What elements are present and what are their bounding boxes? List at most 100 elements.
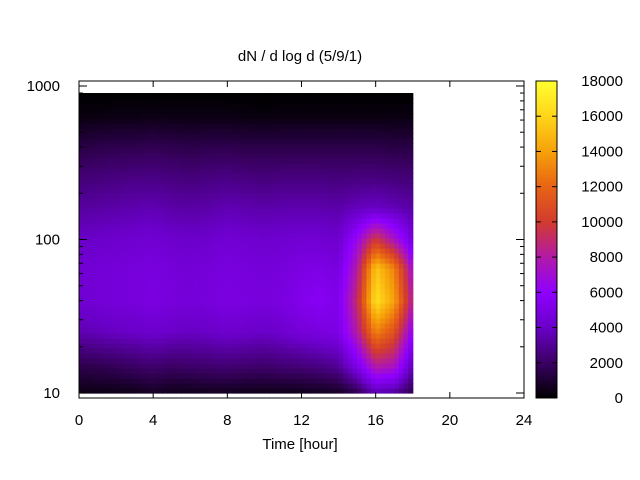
heatmap-cell <box>255 173 261 179</box>
heatmap-cell <box>236 108 242 114</box>
heatmap-cell <box>282 258 289 264</box>
heatmap-cell <box>259 213 266 219</box>
heatmap-cell <box>320 263 326 269</box>
heatmap-cell <box>380 263 386 269</box>
heatmap-cell <box>287 323 293 329</box>
heatmap-cell <box>83 333 89 339</box>
heatmap-cell <box>347 158 354 164</box>
heatmap-cell <box>301 278 307 284</box>
heatmap-cell <box>306 343 312 349</box>
heatmap-cell <box>320 168 326 174</box>
heatmap-cell <box>148 343 154 349</box>
heatmap-cell <box>171 133 177 139</box>
heatmap-cell <box>139 193 145 199</box>
heatmap-cell <box>320 348 326 354</box>
heatmap-cell <box>227 253 233 259</box>
heatmap-cell <box>384 293 391 299</box>
heatmap-cell <box>333 178 340 184</box>
heatmap-cell <box>241 223 247 229</box>
heatmap-cell <box>278 208 284 214</box>
heatmap-cell <box>357 168 363 174</box>
heatmap-cell <box>324 378 330 384</box>
heatmap-cell <box>79 173 85 179</box>
heatmap-cell <box>204 213 210 219</box>
heatmap-cell <box>241 273 247 279</box>
heatmap-cell <box>292 368 298 374</box>
heatmap-cell <box>125 333 131 339</box>
heatmap-cell <box>269 113 275 119</box>
heatmap-cell <box>264 253 270 259</box>
heatmap-cell <box>139 368 145 374</box>
heatmap-cell <box>296 378 303 384</box>
heatmap-cell <box>176 388 182 394</box>
heatmap-cell <box>292 138 298 144</box>
heatmap-cell <box>208 228 215 234</box>
heatmap-cell <box>102 188 108 194</box>
heatmap-cell <box>269 318 275 324</box>
heatmap-cell <box>194 378 201 384</box>
heatmap-cell <box>389 273 395 279</box>
heatmap-cell <box>116 148 122 154</box>
heatmap-cell <box>139 143 145 149</box>
heatmap-cell <box>310 388 317 394</box>
heatmap-cell <box>250 118 256 124</box>
heatmap-cell <box>92 278 99 284</box>
heatmap-cell <box>273 318 279 324</box>
y-tick-label: 100 <box>35 232 60 249</box>
heatmap-cell <box>380 368 386 374</box>
heatmap-cell <box>403 373 409 379</box>
heatmap-cell <box>190 233 196 239</box>
heatmap-cell <box>273 153 279 159</box>
heatmap-cell <box>371 238 377 244</box>
heatmap-cell <box>180 263 187 269</box>
heatmap-cell <box>162 313 168 319</box>
heatmap-cell <box>227 133 233 139</box>
heatmap-cell <box>139 118 145 124</box>
heatmap-cell <box>97 198 103 204</box>
heatmap-cell <box>148 388 154 394</box>
heatmap-cell <box>236 208 242 214</box>
heatmap-cell <box>190 98 196 104</box>
heatmap-cell <box>245 308 252 314</box>
heatmap-cell <box>315 378 321 384</box>
heatmap-cell <box>241 278 247 284</box>
heatmap-cell <box>398 208 405 214</box>
heatmap-cell <box>315 93 321 99</box>
heatmap-cell <box>185 233 191 239</box>
heatmap-cell <box>371 353 377 359</box>
heatmap-cell <box>185 108 191 114</box>
heatmap-cell <box>366 208 372 214</box>
heatmap-cell <box>199 273 205 279</box>
heatmap-cell <box>282 383 289 389</box>
heatmap-cell <box>343 113 349 119</box>
heatmap-cell <box>106 328 113 334</box>
heatmap-cell <box>394 318 400 324</box>
heatmap-cell <box>408 283 414 289</box>
heatmap-cell <box>408 273 414 279</box>
heatmap-cell <box>269 133 275 139</box>
heatmap-cell <box>227 163 233 169</box>
heatmap-cell <box>273 93 279 99</box>
heatmap-cell <box>320 308 326 314</box>
heatmap-cell <box>236 93 242 99</box>
heatmap-cell <box>338 118 344 124</box>
heatmap-cell <box>255 333 261 339</box>
heatmap-cell <box>347 108 354 114</box>
heatmap-cell <box>296 243 303 249</box>
heatmap-cell <box>222 98 228 104</box>
heatmap-cell <box>324 293 330 299</box>
heatmap-cell <box>375 358 381 364</box>
heatmap-cell <box>361 233 367 239</box>
heatmap-cell <box>259 283 266 289</box>
heatmap-cell <box>375 138 381 144</box>
heatmap-cell <box>190 93 196 99</box>
heatmap-cell <box>315 318 321 324</box>
heatmap-cell <box>213 198 219 204</box>
heatmap-cell <box>153 303 159 309</box>
heatmap-cell <box>83 318 89 324</box>
heatmap-cell <box>324 353 330 359</box>
heatmap-cell <box>102 343 108 349</box>
heatmap-cell <box>88 243 94 249</box>
heatmap-cell <box>83 128 89 134</box>
heatmap-cell <box>208 268 215 274</box>
